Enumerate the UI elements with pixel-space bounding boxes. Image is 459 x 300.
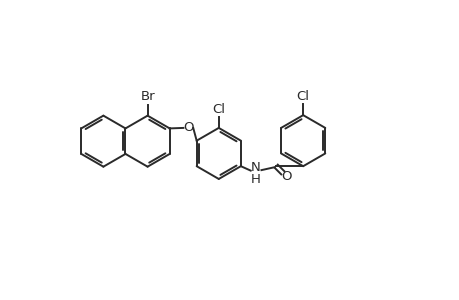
Text: Cl: Cl <box>212 103 225 116</box>
Text: O: O <box>183 122 193 134</box>
Text: Br: Br <box>140 90 155 104</box>
Text: O: O <box>281 170 291 184</box>
Text: N
H: N H <box>250 160 260 186</box>
Text: Cl: Cl <box>296 90 309 103</box>
